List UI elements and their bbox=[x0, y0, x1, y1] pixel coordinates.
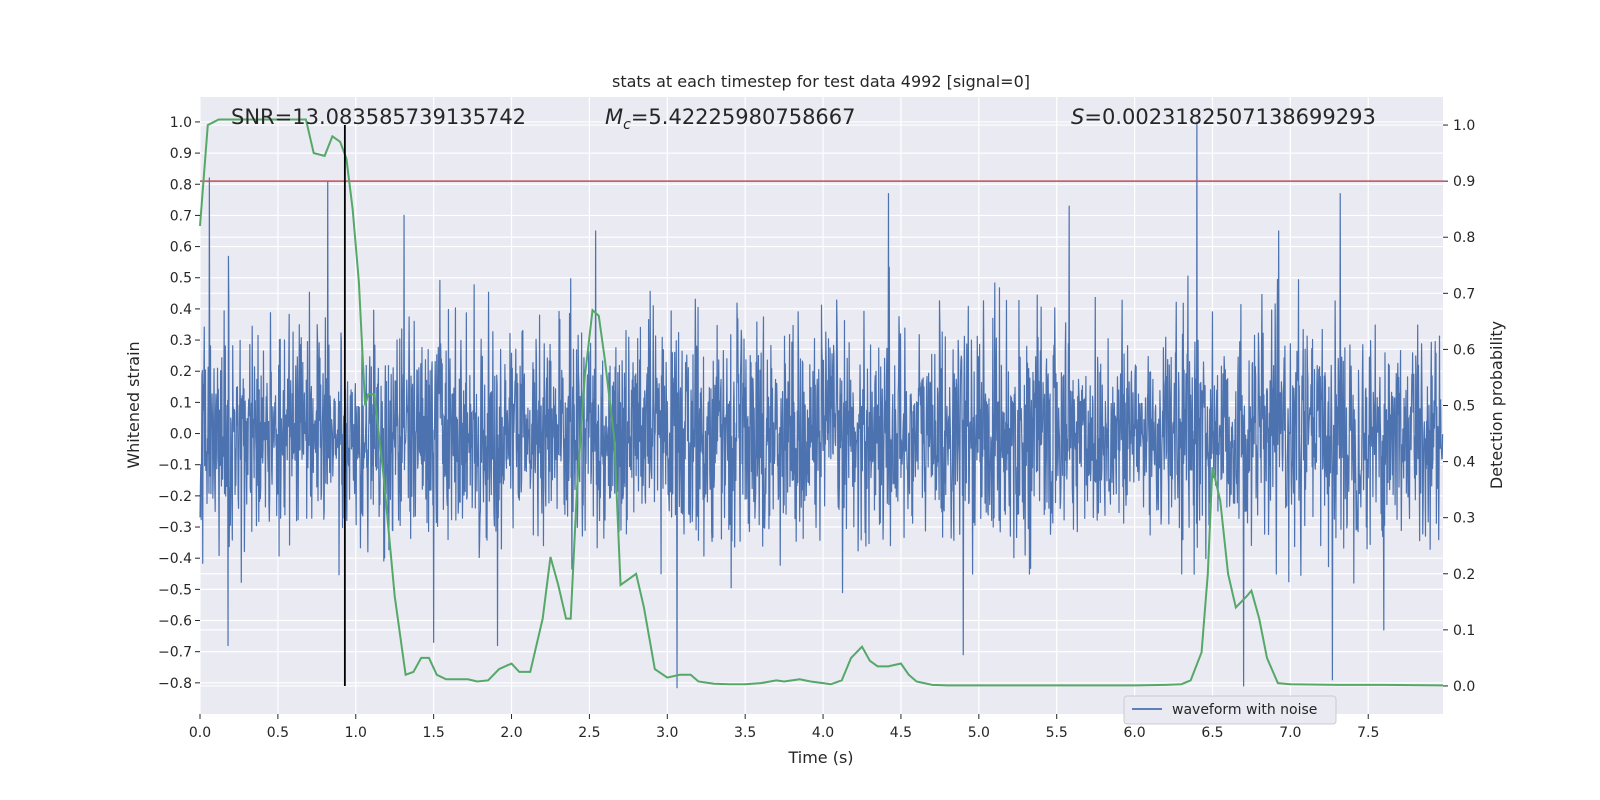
x-tick-label: 7.0 bbox=[1279, 725, 1301, 741]
x-tick-label: 5.5 bbox=[1046, 725, 1068, 741]
y-tick-label: 0.3 bbox=[170, 333, 192, 349]
y-tick-label: −0.3 bbox=[158, 520, 192, 536]
waveform-series bbox=[199, 121, 1444, 689]
y2-tick-label: 0.9 bbox=[1453, 174, 1475, 190]
x-tick-label: 0.5 bbox=[267, 725, 289, 741]
chirp-mass-subscript: c bbox=[623, 117, 631, 133]
y-tick-label: −0.1 bbox=[158, 458, 192, 474]
chart-title: stats at each timestep for test data 499… bbox=[612, 72, 1030, 91]
y2-tick-label: 0.0 bbox=[1453, 679, 1475, 695]
waveform-line bbox=[199, 121, 1444, 689]
y2-tick-label: 0.7 bbox=[1453, 286, 1475, 302]
y-tick-label: 0.2 bbox=[170, 364, 192, 380]
y-tick-label: 0.4 bbox=[170, 302, 192, 318]
y2-tick-label: 0.4 bbox=[1453, 455, 1475, 471]
probability-line bbox=[199, 118, 1444, 687]
x-tick-label: 7.5 bbox=[1357, 725, 1379, 741]
y-axis-right: 0.0 0.1 0.2 0.3 0.4 0.5 0.6 0.7 0.8 0.9 1.0 bbox=[1443, 118, 1475, 695]
y-tick-label: −0.7 bbox=[158, 645, 192, 661]
snr-annotation: SNR=13.083585739135742 bbox=[231, 105, 526, 129]
y2-tick-label: 0.2 bbox=[1453, 567, 1475, 583]
y-tick-label: 0.8 bbox=[170, 177, 192, 193]
y-axis-label: Whitened strain bbox=[124, 341, 143, 468]
y-tick-label: 0.1 bbox=[170, 395, 192, 411]
x-tick-label: 1.5 bbox=[423, 725, 445, 741]
chirp-mass-value: =5.42225980758667 bbox=[631, 105, 856, 129]
y2-axis-label: Detection probability bbox=[1487, 321, 1506, 489]
legend-entry: waveform with noise bbox=[1172, 702, 1317, 718]
x-tick-label: 4.5 bbox=[890, 725, 912, 741]
statistic-value: =0.0023182507138699293 bbox=[1084, 105, 1376, 129]
y-tick-label: −0.8 bbox=[158, 676, 192, 692]
y-tick-label: 0.7 bbox=[170, 208, 192, 224]
x-tick-label: 3.5 bbox=[734, 725, 756, 741]
y-tick-label: −0.5 bbox=[158, 582, 192, 598]
y2-tick-label: 0.3 bbox=[1453, 511, 1475, 527]
y-tick-label: −0.4 bbox=[158, 551, 192, 567]
x-tick-label: 2.5 bbox=[578, 725, 600, 741]
y2-tick-label: 1.0 bbox=[1453, 118, 1475, 134]
x-tick-label: 6.5 bbox=[1201, 725, 1223, 741]
legend-box bbox=[1123, 695, 1337, 725]
y2-tick-label: 0.1 bbox=[1453, 623, 1475, 639]
x-axis-label: Time (s) bbox=[787, 748, 853, 767]
x-tick-label: 1.0 bbox=[345, 725, 367, 741]
y-tick-label: −0.2 bbox=[158, 489, 192, 505]
y-tick-label: 0.0 bbox=[170, 427, 192, 443]
x-tick-label: 3.0 bbox=[656, 725, 678, 741]
statistic-annotation: S=0.0023182507138699293 bbox=[1071, 105, 1376, 129]
x-axis: 0.0 0.5 1.0 1.5 2.0 2.5 3.0 3.5 4.0 4.5 5.0 5.5 6.0 6… bbox=[189, 714, 1379, 741]
x-tick-label: 5.0 bbox=[968, 725, 990, 741]
probability-series bbox=[199, 118, 1444, 687]
y-tick-label: 0.5 bbox=[170, 271, 192, 287]
x-tick-label: 6.0 bbox=[1123, 725, 1145, 741]
chirp-mass-annotation: Mc=5.42225980758667 bbox=[605, 105, 856, 133]
x-tick-label: 2.0 bbox=[500, 725, 522, 741]
x-tick-label: 0.0 bbox=[189, 725, 211, 741]
y-tick-label: −0.6 bbox=[158, 614, 192, 630]
y2-tick-label: 0.5 bbox=[1453, 399, 1475, 415]
statistic-symbol: S bbox=[1071, 105, 1084, 129]
y-tick-label: 0.6 bbox=[170, 240, 192, 256]
chirp-mass-symbol: M bbox=[605, 105, 623, 129]
y2-tick-label: 0.8 bbox=[1453, 230, 1475, 246]
y2-tick-label: 0.6 bbox=[1453, 342, 1475, 358]
legend: waveform with noise bbox=[1123, 695, 1337, 725]
y-tick-label: 0.9 bbox=[170, 146, 192, 162]
y-axis-left: −0.8 −0.7 −0.6 −0.5 −0.4 −0.3 −0.2 −0.1 0.0 0.1 0.… bbox=[158, 115, 200, 692]
x-tick-label: 4.0 bbox=[812, 725, 834, 741]
y-tick-label: 1.0 bbox=[170, 115, 192, 131]
